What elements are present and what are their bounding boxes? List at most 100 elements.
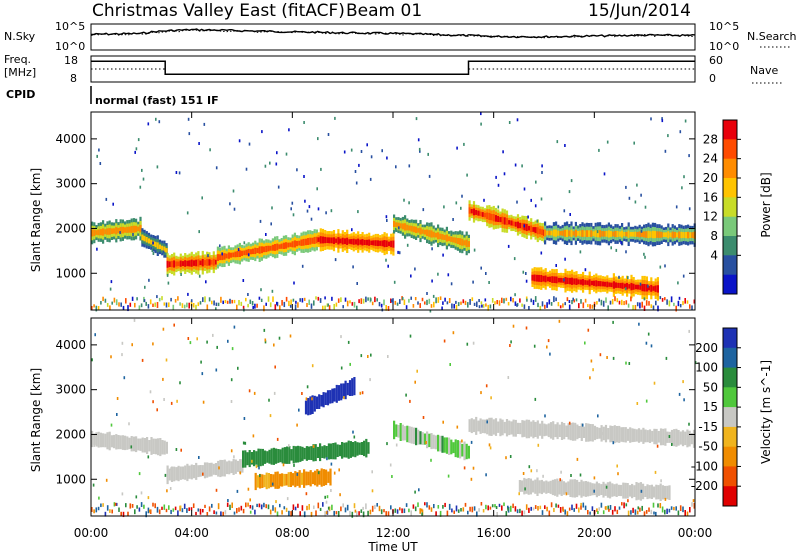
velocity-cell [434,435,437,450]
velocity-cell [261,474,264,488]
velocity-cell [147,507,150,514]
colorbar-swatch [723,426,737,448]
power-cell [280,243,283,249]
velocity-cell [166,489,168,493]
power-cell [467,241,470,247]
power-cell [659,296,662,300]
power-cell [559,305,562,309]
velocity-cell [325,469,328,486]
velocity-cell [132,436,135,452]
velocity-cell [528,465,531,469]
velocity-cell [618,506,621,510]
power-cell [370,298,372,302]
velocity-cell [301,446,304,461]
velocity-cell [628,485,631,497]
power-cell [490,213,493,221]
power-cell [605,230,608,237]
power-cell [299,298,301,302]
power-cell [334,116,336,120]
velocity-cell [282,463,285,467]
power-cell [465,239,468,248]
velocity-cell [490,396,492,400]
velocity-cell [604,506,607,510]
velocity-cell [329,468,332,486]
power-cell [276,151,278,155]
velocity-cell [682,506,684,513]
power-cell [630,282,633,291]
velocity-cell [128,437,131,450]
velocity-cell [311,364,314,368]
velocity-cell [456,440,459,458]
power-cell [461,194,463,198]
velocity-cell [399,507,401,511]
power-cell [585,230,588,237]
power-cell [555,276,558,284]
power-cell [611,299,614,305]
power-cell [664,297,666,301]
velocity-cell [689,507,691,513]
velocity-cell [389,463,392,467]
power-cell [383,240,386,248]
velocity-cell [289,471,292,487]
colorbar-tick-label: -100 [691,459,718,473]
power-cell [112,202,114,206]
power-cell [195,259,198,267]
velocity-cell [626,483,629,499]
power-cell [395,222,398,227]
velocity-cell [556,478,559,497]
power-cell [260,288,262,292]
velocity-cell [514,506,517,512]
velocity-colorbar-label: Velocity [m s^-1] [759,360,773,464]
velocity-cell [426,502,428,508]
power-cell [99,229,102,236]
power-cell [578,303,580,309]
power-cell [278,244,281,249]
velocity-cell [491,504,494,508]
velocity-cell [165,508,168,513]
power-cell [156,295,158,299]
velocity-cell [650,344,653,348]
power-cell [186,260,189,267]
power-cell [577,279,580,285]
velocity-cell [91,507,93,512]
power-cell [102,228,105,236]
velocity-cell [224,510,227,515]
velocity-cell [494,418,498,436]
velocity-cell [534,397,537,401]
power-cell [184,260,187,267]
velocity-cell [345,442,348,458]
velocity-cell [283,447,286,464]
velocity-cell [306,385,309,389]
velocity-cell [652,502,655,508]
velocity-cell [412,504,415,509]
velocity-cell [556,422,559,440]
velocity-cell [128,422,130,426]
power-cell [271,244,274,251]
velocity-cell [237,366,239,370]
velocity-band [468,416,696,448]
power-band [531,267,659,301]
power-cell [514,301,517,306]
power-cell [480,301,483,305]
velocity-cell [562,506,564,511]
power-cell [352,265,354,269]
power-cell [608,282,611,287]
velocity-cell [518,492,520,496]
velocity-cell [655,511,657,517]
power-cell [277,185,280,189]
velocity-cell [360,509,363,513]
velocity-cell [249,510,252,514]
power-speckle [96,112,691,313]
power-cell [91,306,93,310]
velocity-cell [628,362,631,365]
beam-label: Beam 01 [346,1,422,21]
velocity-cell [298,470,301,488]
velocity-cell [528,507,530,513]
velocity-cell [121,341,124,345]
velocity-cell [565,492,568,496]
velocity-cell [170,509,172,515]
velocity-cell [365,438,368,458]
velocity-cell [203,462,207,479]
power-cell [231,299,233,304]
power-cell [583,230,586,237]
